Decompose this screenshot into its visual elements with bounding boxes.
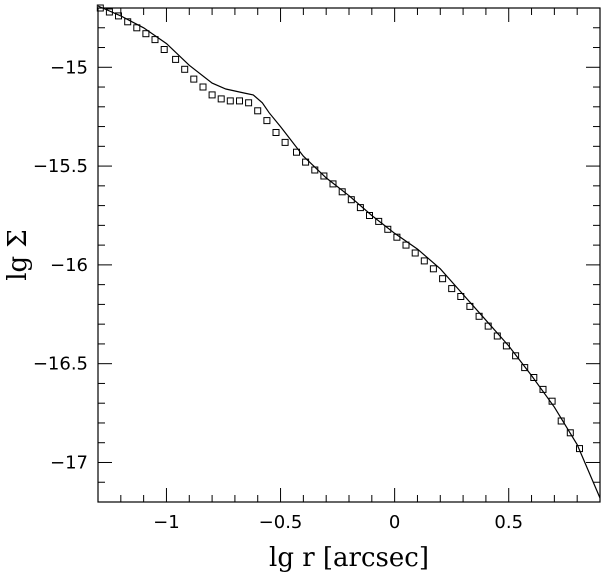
data-point [338,188,346,196]
data-point [329,180,337,188]
data-point [124,18,132,26]
tick-labels: −1 −0.5 0 0.5 −15 −15.5 −16 −16.5 −17 [33,57,523,533]
data-point [393,233,401,241]
data-point [475,312,483,320]
y-tick-label: −15.5 [33,156,88,177]
data-point [512,352,520,360]
y-tick-label: −17 [50,452,88,473]
data-point [105,8,113,16]
data-point [347,196,355,204]
data-point [429,265,437,273]
data-point [142,30,150,38]
data-point [172,55,180,63]
data-point [254,107,262,115]
data-point [311,166,319,174]
data-point [133,24,141,32]
data-point [181,65,189,73]
y-axis-label: lg Σ [3,229,33,281]
data-point [320,172,328,180]
data-point [281,138,289,146]
data-point [208,91,216,99]
data-point [245,99,253,107]
data-point [263,117,271,125]
x-tick-label: 0.5 [494,512,523,533]
data-point [199,83,207,91]
data-point [160,46,168,53]
data-point [448,285,456,293]
data-point [384,225,392,233]
tick-marks [97,7,601,503]
data-point [96,4,104,12]
data-point [521,364,529,372]
x-tick-label: −1 [153,512,180,533]
data-point [439,275,447,283]
data-point [484,322,492,330]
x-tick-label: 0 [389,512,400,533]
x-tick-label: −0.5 [259,512,303,533]
data-point [457,293,465,300]
data-point [190,75,198,83]
data-point [548,397,556,405]
y-tick-label: −16.5 [33,354,88,375]
data-point [466,302,474,310]
data-point [217,95,225,103]
data-point [226,97,234,105]
data-point [151,36,159,44]
data-point [402,241,410,249]
data-point [302,158,310,166]
data-point [356,204,364,212]
data-point [557,417,565,425]
data-point [366,212,373,219]
fit-curve [97,5,601,499]
data-point [530,374,538,381]
data-point [420,257,428,265]
data-point [115,12,122,20]
data-point [411,249,419,257]
data-point [502,342,510,350]
data-point [236,97,243,105]
data-point [493,332,501,340]
data-point [272,129,280,136]
data-point [539,385,547,393]
data-point [375,217,383,225]
x-axis-label: lg r [arcsec] [269,543,429,573]
plot-frame [97,7,601,503]
y-tick-label: −16 [50,255,88,276]
data-markers [96,4,583,453]
data-point [293,148,300,156]
data-point [576,445,583,453]
y-tick-label: −15 [50,57,88,78]
data-point [566,429,574,437]
